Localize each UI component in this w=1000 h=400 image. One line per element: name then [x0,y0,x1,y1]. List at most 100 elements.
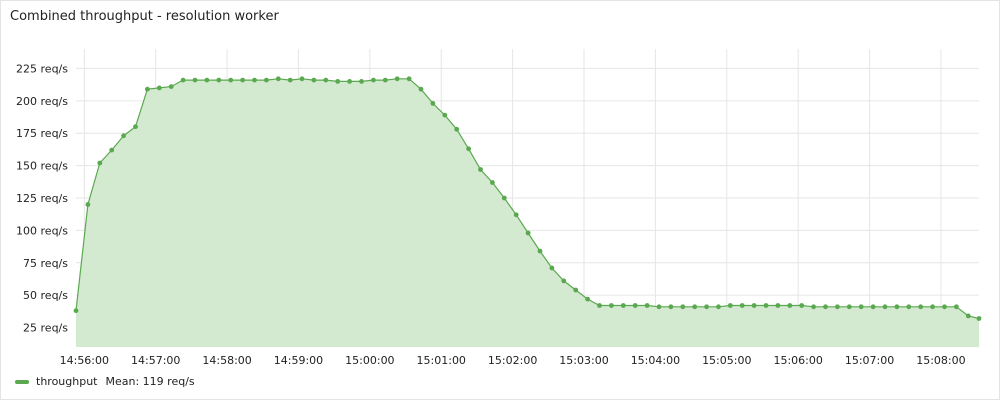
data-point [549,265,555,271]
data-point [264,77,269,83]
data-point [430,101,436,106]
data-point [976,316,982,321]
data-point [347,79,352,84]
data-point [394,76,400,82]
data-point [739,303,745,308]
legend[interactable]: throughput Mean: 119 req/s [15,375,195,388]
x-tick-label: 14:58:00 [202,354,251,367]
x-tick-label: 15:08:00 [916,354,965,367]
data-point [275,76,281,82]
data-point [97,160,103,166]
data-point [704,304,709,310]
data-point [442,112,448,118]
data-point [240,77,246,83]
data-point [454,126,460,132]
x-tick-label: 15:00:00 [345,354,394,367]
x-tick-label: 15:06:00 [773,354,822,367]
data-point [371,77,376,83]
data-point [537,248,543,254]
y-tick-label: 175 req/s [16,127,68,140]
data-point [216,77,222,83]
data-point [882,304,888,310]
data-point [727,303,733,308]
data-point [252,77,257,83]
data-point [133,124,138,130]
data-point [204,77,210,83]
data-point [609,303,614,308]
data-point [763,303,769,308]
data-point [823,304,828,310]
x-tick-label: 14:56:00 [60,354,109,367]
x-tick-label: 15:07:00 [845,354,894,367]
legend-series-name: throughput [36,375,98,388]
y-tick-label: 125 req/s [16,192,68,205]
data-point [906,304,912,310]
legend-swatch [15,379,29,384]
data-point [846,304,852,310]
data-point [597,303,602,308]
data-point [501,195,507,201]
panel-title: Combined throughput - resolution worker [10,9,279,24]
data-point [965,313,971,319]
series-area [76,78,979,348]
data-point [121,133,126,139]
data-point [311,77,317,83]
y-tick-label: 75 req/s [23,257,68,270]
data-point [382,77,388,83]
data-point [490,180,495,185]
data-point [918,304,924,310]
data-point [513,212,519,218]
data-point [418,86,424,92]
data-point [668,304,674,310]
data-point [109,147,115,153]
x-tick-label: 15:01:00 [417,354,466,367]
data-point [835,304,840,310]
data-point [930,304,935,310]
data-point [644,303,650,308]
data-point [585,296,590,302]
y-tick-label: 25 req/s [23,322,68,335]
data-point [478,167,483,172]
data-point [287,77,293,83]
data-point [942,304,947,310]
y-tick-label: 100 req/s [16,224,68,237]
legend-mean-value: Mean: 119 req/s [105,375,195,388]
data-point [156,85,162,91]
y-tick-label: 50 req/s [23,289,68,302]
x-tick-label: 15:03:00 [559,354,608,367]
data-point [406,76,412,82]
data-point [228,77,234,83]
data-point [525,230,531,236]
data-point [656,304,662,310]
y-tick-label: 225 req/s [16,62,68,75]
x-tick-label: 14:59:00 [274,354,323,367]
data-point [335,79,341,84]
data-point [145,86,150,92]
data-point [85,202,91,207]
x-tick-label: 15:02:00 [488,354,537,367]
data-point [680,304,686,310]
data-point [299,76,305,82]
data-point [858,304,864,310]
y-tick-label: 200 req/s [16,95,68,108]
data-point [323,77,329,83]
data-point [811,304,816,310]
data-point [787,303,793,308]
data-point [870,304,876,310]
data-point [168,84,174,89]
data-point [466,146,471,152]
x-tick-label: 15:04:00 [631,354,680,367]
data-point [716,304,721,310]
data-point [799,303,805,308]
data-point [73,308,79,314]
data-point [954,304,959,310]
data-point [751,303,757,308]
data-point [692,304,698,310]
data-point [192,77,198,83]
data-point [775,303,781,308]
data-point [632,303,638,308]
data-point [620,303,626,308]
data-point [573,287,579,293]
data-point [561,278,567,284]
